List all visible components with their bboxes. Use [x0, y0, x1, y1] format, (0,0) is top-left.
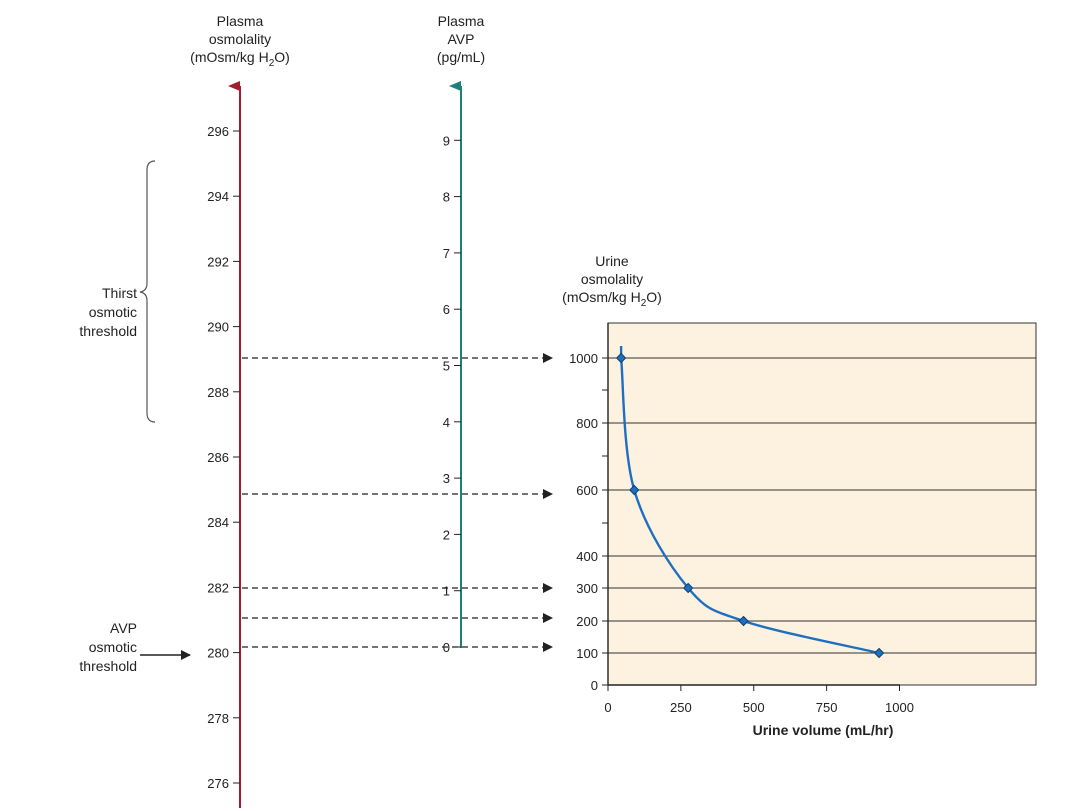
x-tick-label: 0: [604, 700, 611, 715]
y-tick-label: 1000: [569, 351, 598, 366]
osmolality-tick-label: 296: [207, 124, 229, 139]
data-point-marker: [615, 352, 627, 364]
urine-osmolality-curve: [619, 346, 880, 655]
urine-chart-grid: [608, 357, 1036, 654]
title-line: Urine: [595, 253, 629, 269]
avp-tick-label: 8: [443, 190, 450, 205]
x-tick-label: 500: [743, 700, 765, 715]
data-point-marker: [682, 582, 694, 594]
dashed-connectors: [242, 353, 553, 652]
avp-tick-label: 7: [443, 246, 450, 261]
data-point-marker: [873, 647, 885, 659]
title-line: Plasma: [438, 13, 485, 29]
data-point-marker: [738, 615, 749, 627]
urine-chart-xlabel: Urine volume (mL/hr): [753, 722, 894, 738]
osmolality-tick-label: 278: [207, 711, 229, 726]
avp-tick-label: 5: [443, 359, 450, 374]
osmolality-tick-label: 288: [207, 385, 229, 400]
plasma-osmolality-title: Plasma osmolality (mOsm/kg H2O): [190, 13, 290, 69]
avp-tick-label: 6: [443, 302, 450, 317]
thirst-threshold-label: Thirst osmotic threshold: [79, 285, 137, 339]
avp-tick-label: 9: [443, 133, 450, 148]
urine-chart-x-ticks: 0 250 500 750 1000: [604, 685, 914, 715]
label-line: threshold: [79, 658, 137, 674]
osmolality-tick-label: 284: [207, 515, 229, 530]
title-line: (mOsm/kg H2O): [190, 49, 290, 69]
urine-chart-panel: [607, 322, 1037, 686]
osmolality-tick-label: 294: [207, 189, 229, 204]
y-tick-label: 800: [576, 416, 598, 431]
y-tick-label: 600: [576, 483, 598, 498]
avp-tick-label: 4: [443, 415, 450, 430]
urine-osmolality-title: Urine osmolality (mOsm/kg H2O): [562, 253, 662, 309]
avp-tick-label: 1: [443, 584, 450, 599]
avp-threshold-label: AVP osmotic threshold: [79, 620, 137, 674]
title-line: osmolality: [209, 31, 271, 47]
avp-tick-label: 2: [443, 527, 450, 542]
osmolality-tick-label: 292: [207, 254, 229, 269]
plasma-avp-title: Plasma AVP (pg/mL): [437, 13, 485, 65]
x-tick-label: 250: [670, 700, 692, 715]
label-line: osmotic: [89, 639, 137, 655]
label-line: osmotic: [89, 304, 137, 320]
osmolality-tick-label: 276: [207, 776, 229, 791]
plasma-osmolality-ticks: 296 294 292 290 288 286 284 282 280 278 276: [207, 124, 240, 791]
label-line: Thirst: [102, 285, 137, 301]
urine-data-points: [615, 352, 885, 659]
thirst-bracket: [139, 160, 156, 423]
osmolality-tick-label: 280: [207, 646, 229, 661]
y-tick-label: 400: [576, 549, 598, 564]
osmolality-tick-label: 290: [207, 320, 229, 335]
title-line: (pg/mL): [437, 49, 485, 65]
label-line: threshold: [79, 323, 137, 339]
y-tick-label: 100: [576, 646, 598, 661]
title-line: Plasma: [217, 13, 264, 29]
x-tick-label: 750: [816, 700, 838, 715]
x-tick-label: 1000: [885, 700, 914, 715]
osmolality-tick-label: 286: [207, 450, 229, 465]
label-line: AVP: [110, 620, 137, 636]
y-tick-label: 0: [591, 678, 598, 693]
title-line: (mOsm/kg H2O): [562, 289, 662, 309]
title-line: osmolality: [581, 271, 643, 287]
y-tick-label: 200: [576, 614, 598, 629]
avp-tick-label: 3: [443, 471, 450, 486]
data-point-marker: [629, 484, 640, 496]
y-tick-label: 300: [576, 581, 598, 596]
title-line: AVP: [448, 31, 475, 47]
osmolality-tick-label: 282: [207, 580, 229, 595]
